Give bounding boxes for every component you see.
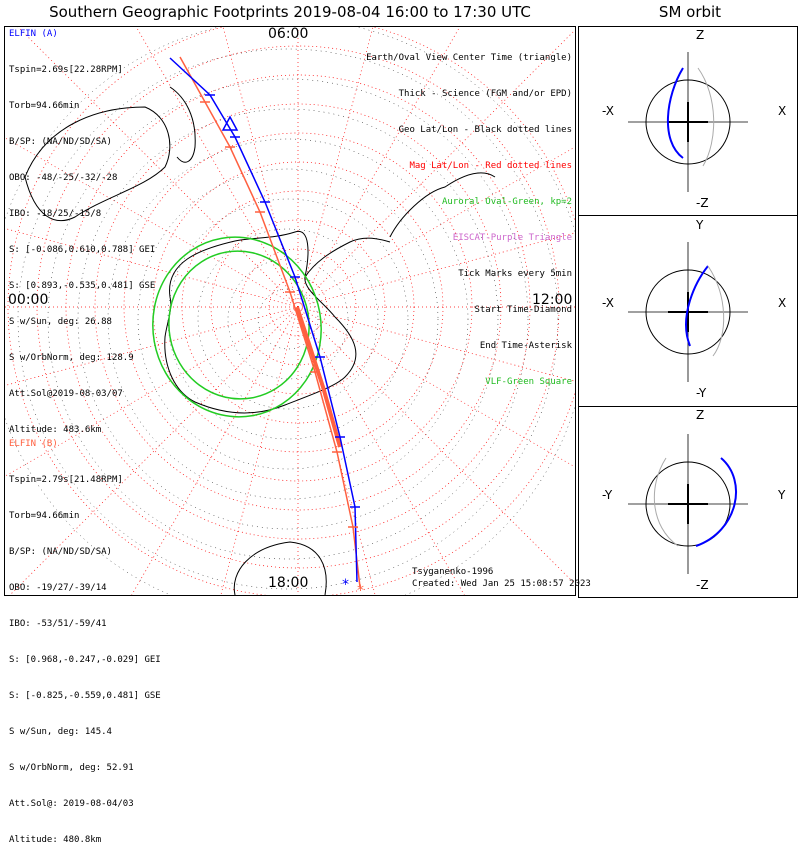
- africa-coastline: [233, 541, 327, 595]
- sm1-right: X: [778, 104, 787, 118]
- sm3-left: -Y: [602, 488, 613, 502]
- mag-lat-circle: [239, 248, 357, 366]
- hour-label-bottom: 18:00: [268, 575, 309, 591]
- legend-item: EISCAT-Purple Triangle: [452, 233, 572, 243]
- legend-item: Thick - Science (FGM and/or EPD): [398, 89, 572, 99]
- elfin-a-line: S w/Sun, deg: 26.88: [9, 317, 112, 327]
- elfin-b-info: Tspin=2.79s[21.48RPM] Torb=94.66min B/SP…: [9, 450, 161, 858]
- sm3-orbit-a: [695, 457, 737, 547]
- elfin-a-info: Tspin=2.69s[22.28RPM] Torb=94.66min B/SP…: [9, 40, 155, 448]
- mag-lat-circle: [210, 219, 386, 395]
- sm2-right: X: [778, 296, 787, 310]
- sm2-top: Y: [696, 218, 704, 232]
- elfin-b-line: B/SP: (NA/ND/SD/SA): [9, 547, 112, 557]
- sm3-bottom: -Z: [696, 578, 709, 592]
- new-zealand-coastline: [169, 86, 196, 163]
- sm3-top: Z: [696, 408, 705, 422]
- page-title: Southern Geographic Footprints 2019-08-0…: [49, 3, 531, 21]
- sm1-left: -X: [602, 104, 614, 118]
- sm-earth-circle: [645, 461, 731, 547]
- legend-item: Tick Marks every 5min: [458, 269, 572, 279]
- legend-item: Earth/Oval View Center Time (triangle): [366, 53, 572, 63]
- hour-label-top: 06:00: [268, 26, 309, 42]
- geo-lat-circle: [107, 138, 469, 500]
- geo-lat-circle: [137, 168, 439, 470]
- sm3-orbit-b: [653, 457, 679, 547]
- elfin-a-end-asterisk: *: [342, 577, 349, 593]
- elfin-b-line: OBO: -19/27/-39/14: [9, 583, 107, 593]
- sm1-bottom: -Z: [696, 196, 709, 210]
- legend-item: End Time-Asterisk: [479, 341, 572, 351]
- geo-lat-circle: [47, 78, 529, 560]
- auroral-oval-outer: [152, 236, 322, 418]
- elfin-b-line: S w/Sun, deg: 145.4: [9, 727, 112, 737]
- view-center-triangle: [221, 115, 239, 131]
- elfin-b-line: S: [-0.825,-0.559,0.481] GSE: [9, 691, 161, 701]
- elfin-a-line: Altitude: 483.6km: [9, 425, 102, 435]
- peninsula-coastline: [304, 237, 391, 278]
- elfin-b-line: Torb=94.66min: [9, 511, 80, 521]
- elfin-b-line: S w/OrbNorm, deg: 52.91: [9, 763, 134, 773]
- hour-label-right: 12:00: [532, 292, 573, 308]
- geo-lat-circle: [257, 288, 319, 350]
- elfin-a-line: Att.Sol@2019-08-03/07: [9, 389, 123, 399]
- sm-earth-circle: [645, 79, 731, 165]
- legend-item: Mag Lat/Lon - Red dotted lines: [409, 161, 572, 171]
- legend: Earth/Oval View Center Time (triangle) T…: [366, 28, 572, 400]
- elfin-b-trace: [179, 56, 361, 588]
- footprint-map-frame: [4, 26, 576, 596]
- elfin-a-title: ELFIN (A): [9, 29, 58, 39]
- sm1-orbit-b: [697, 67, 715, 167]
- elfin-a-line: S w/OrbNorm, deg: 128.9: [9, 353, 134, 363]
- geo-lat-circle: [197, 228, 379, 410]
- elfin-b-line: Altitude: 480.8km: [9, 835, 102, 845]
- sm-earth-circle: [645, 269, 731, 355]
- elfin-a-line: OBO: -48/-25/-32/-28: [9, 173, 118, 183]
- auroral-oval-inner: [168, 250, 310, 400]
- legend-item: Geo Lat/Lon - Black dotted lines: [398, 125, 572, 135]
- legend-item: VLF-Green Square: [485, 377, 572, 387]
- sm-orbit-title: SM orbit: [658, 3, 722, 21]
- elfin-b-science-segment: [295, 306, 342, 448]
- south-america-coastline: [389, 172, 496, 238]
- sm2-orbit-b: [707, 265, 725, 357]
- mag-lat-circle: [94, 103, 502, 511]
- sm2-left: -X: [602, 296, 614, 310]
- legend-item: Auroral Oval-Green, kp=2: [441, 197, 572, 207]
- elfin-b-line: S: [0.968,-0.247,-0.029] GEI: [9, 655, 161, 665]
- elfin-a-line: B/SP: (NA/ND/SD/SA): [9, 137, 112, 147]
- legend-item: Start Time-Diamond: [474, 305, 572, 315]
- elfin-b-end-asterisk: *: [357, 583, 364, 595]
- elfin-a-line: Torb=94.66min: [9, 101, 80, 111]
- hour-label-left: 00:00: [8, 292, 49, 308]
- sm2-bottom: -Y: [696, 386, 707, 400]
- sm3-right: Y: [778, 488, 786, 502]
- elfin-b-line: Tspin=2.79s[21.48RPM]: [9, 475, 123, 485]
- footprint-map: * *: [5, 27, 575, 595]
- elfin-b-title: ELFIN (B): [9, 439, 58, 449]
- sm-panel-yz: [578, 406, 798, 598]
- elfin-a-line: Tspin=2.69s[22.28RPM]: [9, 65, 123, 75]
- elfin-b-line: IBO: -53/51/-59/41: [9, 619, 107, 629]
- australia-coastline: [24, 106, 171, 222]
- model-label: Tsyganenko-1996: [412, 567, 494, 577]
- elfin-b-line: Att.Sol@: 2019-08-04/03: [9, 799, 134, 809]
- geo-lat-circle: [167, 198, 409, 440]
- geo-lat-circle: [17, 48, 559, 590]
- elfin-a-line: S: [0.893,-0.535,0.481] GSE: [9, 281, 156, 291]
- mag-lon-line: [222, 27, 299, 308]
- sm-orbit-plots: [628, 52, 748, 574]
- sm1-top: Z: [696, 28, 705, 42]
- elfin-a-line: IBO: -18/25/-15/8: [9, 209, 102, 219]
- mag-lat-circle: [123, 132, 473, 482]
- sm2-orbit-a: [685, 265, 709, 347]
- geo-lat-circle: [77, 108, 499, 530]
- geo-lat-circle: [227, 258, 349, 380]
- created-label: Created: Wed Jan 25 15:08:57 2023: [412, 579, 591, 589]
- elfin-a-line: S: [-0.086,0.610,0.788] GEI: [9, 245, 156, 255]
- sm1-orbit-a: [666, 67, 684, 159]
